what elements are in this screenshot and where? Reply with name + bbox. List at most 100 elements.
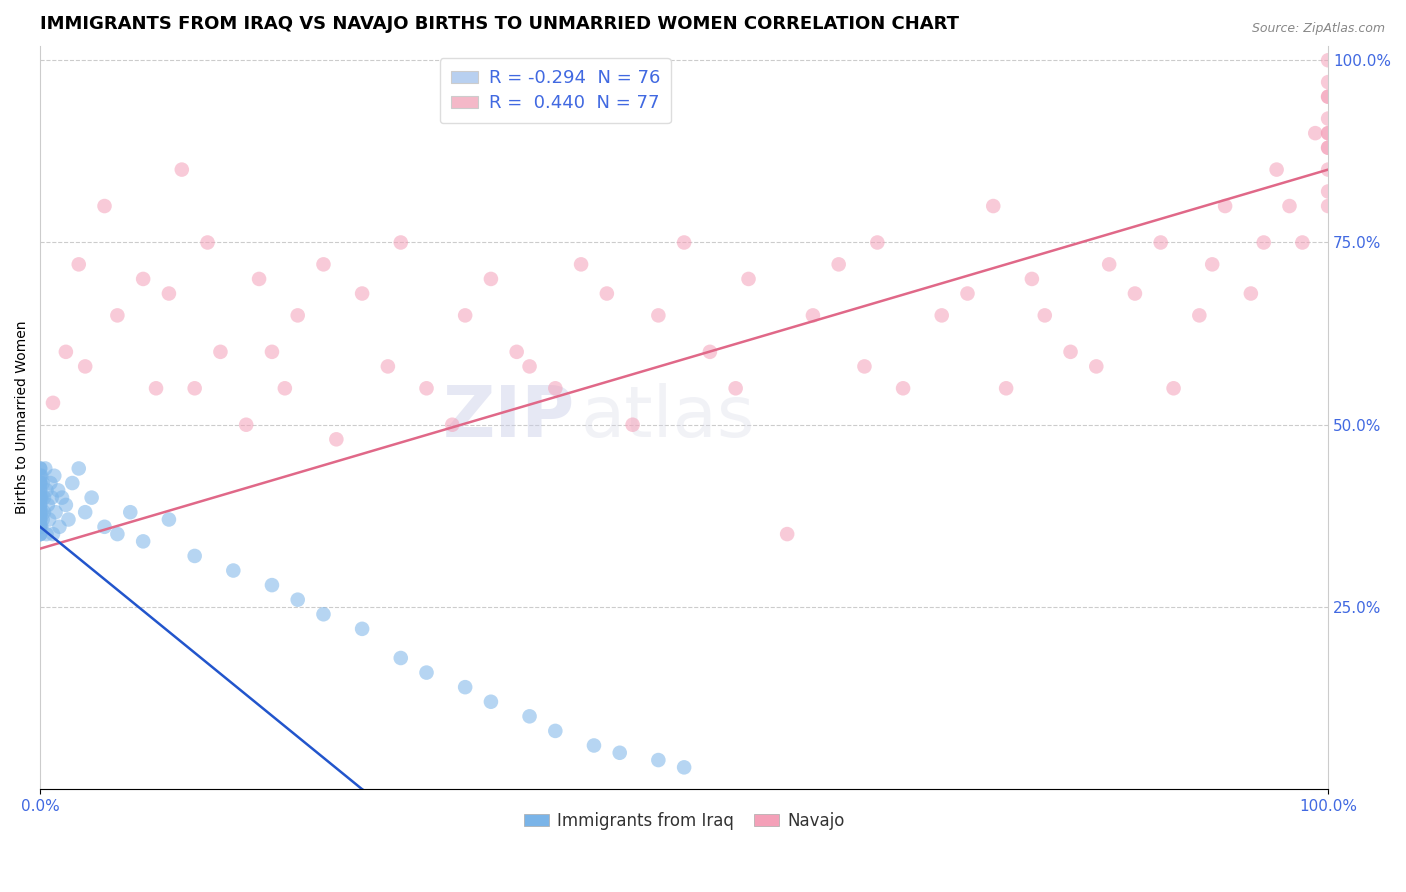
Point — [569, 257, 592, 271]
Point — [312, 607, 335, 622]
Point — [157, 512, 180, 526]
Point — [30, 512, 52, 526]
Point — [44, 468, 66, 483]
Point — [30, 461, 52, 475]
Point — [1291, 235, 1313, 250]
Point — [183, 549, 205, 563]
Point — [30, 491, 52, 505]
Point — [30, 527, 52, 541]
Point — [222, 564, 245, 578]
Point — [55, 498, 77, 512]
Point — [1317, 141, 1340, 155]
Point — [866, 235, 889, 250]
Point — [352, 622, 374, 636]
Point — [30, 505, 52, 519]
Point — [454, 309, 477, 323]
Point — [647, 309, 669, 323]
Point — [1317, 112, 1340, 126]
Point — [519, 359, 541, 374]
Point — [38, 512, 60, 526]
Point — [157, 286, 180, 301]
Point — [30, 491, 52, 505]
Point — [647, 753, 669, 767]
Point — [30, 520, 52, 534]
Point — [42, 396, 65, 410]
Point — [1317, 199, 1340, 213]
Point — [30, 468, 52, 483]
Point — [30, 483, 52, 498]
Point — [67, 461, 90, 475]
Point — [80, 491, 103, 505]
Point — [46, 483, 69, 498]
Point — [51, 491, 73, 505]
Point — [132, 534, 155, 549]
Point — [673, 235, 696, 250]
Point — [828, 257, 851, 271]
Y-axis label: Births to Unmarried Women: Births to Unmarried Women — [15, 321, 30, 514]
Point — [1317, 126, 1340, 140]
Point — [32, 505, 55, 519]
Point — [479, 695, 502, 709]
Point — [30, 476, 52, 491]
Point — [30, 491, 52, 505]
Point — [30, 527, 52, 541]
Point — [312, 257, 335, 271]
Point — [30, 505, 52, 519]
Point — [1317, 126, 1340, 140]
Point — [415, 665, 437, 680]
Point — [30, 483, 52, 498]
Point — [58, 512, 80, 526]
Point — [55, 344, 77, 359]
Point — [544, 723, 567, 738]
Point — [30, 476, 52, 491]
Point — [1317, 141, 1340, 155]
Point — [235, 417, 257, 432]
Point — [42, 527, 65, 541]
Point — [30, 491, 52, 505]
Point — [891, 381, 914, 395]
Point — [1317, 54, 1340, 68]
Point — [287, 592, 309, 607]
Point — [981, 199, 1004, 213]
Point — [1317, 89, 1340, 103]
Point — [352, 286, 374, 301]
Point — [1085, 359, 1108, 374]
Point — [105, 309, 128, 323]
Point — [41, 491, 63, 505]
Point — [1201, 257, 1223, 271]
Point — [801, 309, 824, 323]
Point — [1303, 126, 1326, 140]
Point — [30, 498, 52, 512]
Point — [30, 498, 52, 512]
Point — [1098, 257, 1121, 271]
Point — [956, 286, 979, 301]
Point — [505, 344, 527, 359]
Point — [287, 309, 309, 323]
Point — [389, 235, 412, 250]
Point — [260, 578, 283, 592]
Point — [325, 433, 347, 447]
Point — [1188, 309, 1211, 323]
Point — [853, 359, 876, 374]
Point — [30, 483, 52, 498]
Point — [441, 417, 464, 432]
Point — [1240, 286, 1263, 301]
Point — [1150, 235, 1173, 250]
Point — [30, 498, 52, 512]
Point — [30, 468, 52, 483]
Point — [93, 520, 115, 534]
Point — [737, 272, 759, 286]
Point — [32, 491, 55, 505]
Point — [415, 381, 437, 395]
Point — [30, 520, 52, 534]
Text: ZIP: ZIP — [443, 383, 575, 452]
Point — [30, 505, 52, 519]
Point — [30, 520, 52, 534]
Point — [479, 272, 502, 286]
Point — [596, 286, 619, 301]
Text: atlas: atlas — [581, 383, 755, 452]
Point — [582, 739, 605, 753]
Point — [1317, 75, 1340, 89]
Point — [931, 309, 953, 323]
Point — [145, 381, 167, 395]
